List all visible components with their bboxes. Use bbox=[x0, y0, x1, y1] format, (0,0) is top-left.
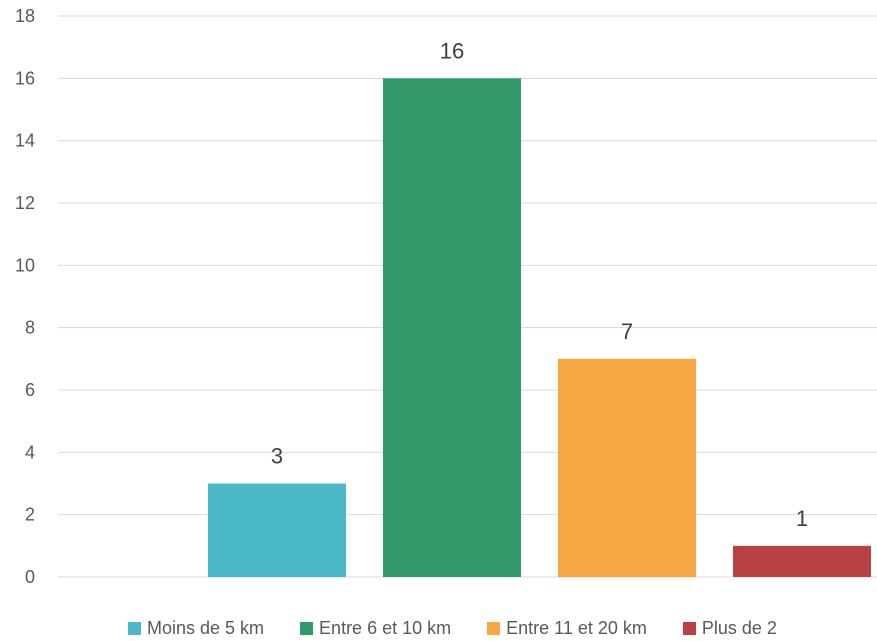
legend-label: Moins de 5 km bbox=[147, 617, 265, 638]
data-label: 16 bbox=[440, 38, 464, 63]
y-tick-label: 4 bbox=[25, 442, 35, 462]
legend-item-entre-6-et-10-km: Entre 6 et 10 km bbox=[300, 618, 451, 639]
legend-swatch bbox=[300, 621, 314, 635]
legend: Moins de 5 km Entre 6 et 10 km Entre 11 … bbox=[128, 616, 813, 640]
data-label: 3 bbox=[271, 444, 283, 469]
legend-item-plus-de-2: Plus de 2 bbox=[682, 617, 777, 639]
bars bbox=[208, 78, 871, 577]
legend-swatch bbox=[682, 621, 696, 635]
y-tick-label: 18 bbox=[15, 6, 35, 26]
bar bbox=[383, 78, 521, 577]
bar bbox=[208, 483, 346, 577]
y-tick-label: 2 bbox=[25, 505, 35, 525]
legend-item-moins-de-5-km: Moins de 5 km bbox=[128, 618, 264, 639]
legend-label: Entre 6 et 10 km bbox=[319, 617, 452, 638]
data-label: 7 bbox=[621, 319, 633, 344]
legend-label: Entre 11 et 20 km bbox=[506, 617, 647, 638]
y-tick-label: 16 bbox=[15, 68, 35, 88]
legend-label: Plus de 2 bbox=[701, 617, 777, 638]
y-tick-label: 6 bbox=[25, 380, 35, 400]
legend-swatch bbox=[487, 621, 501, 635]
data-labels: 3 16 7 1 bbox=[271, 38, 808, 530]
data-label: 1 bbox=[796, 506, 808, 531]
bar bbox=[733, 545, 871, 577]
y-tick-label: 12 bbox=[15, 193, 35, 213]
y-tick-label: 8 bbox=[25, 318, 35, 338]
bar bbox=[558, 358, 696, 577]
legend-item-entre-11-et-20-km: Entre 11 et 20 km bbox=[487, 618, 647, 639]
legend-swatch bbox=[128, 621, 141, 635]
y-tick-label: 0 bbox=[25, 567, 35, 587]
y-tick-label: 10 bbox=[15, 255, 35, 275]
y-tick-label: 14 bbox=[15, 131, 35, 151]
y-axis-ticks: 0 2 4 6 8 10 12 14 16 18 bbox=[15, 6, 35, 587]
